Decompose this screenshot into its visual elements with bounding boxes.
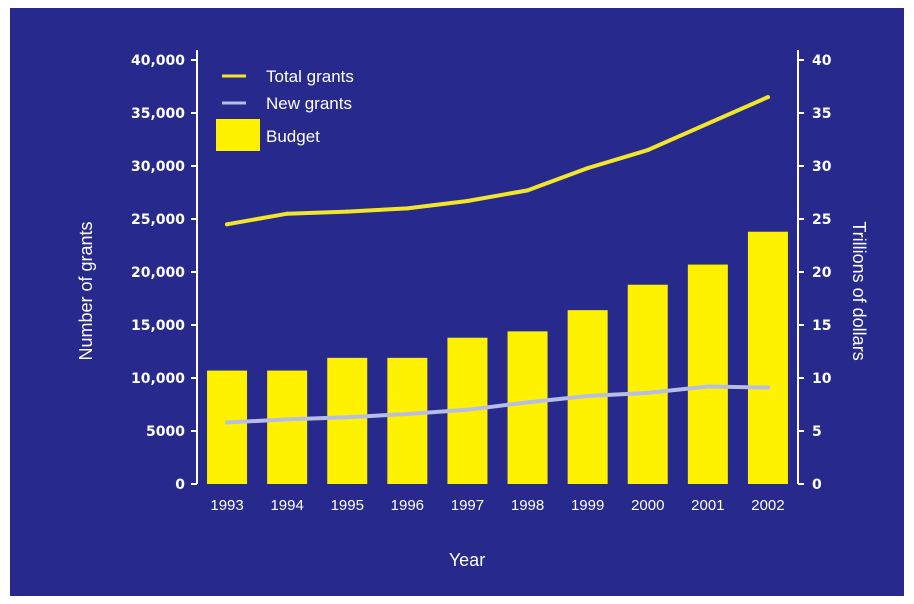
left-ticks: 0 5000 10,000 15,000 20,000 25,000 30,000 35,00… bbox=[131, 53, 197, 493]
series-line-total-grants bbox=[225, 95, 770, 227]
right-tick-label: 0 bbox=[812, 477, 822, 493]
point-new-grants-2000 bbox=[645, 390, 650, 395]
x-tick-label: 1998 bbox=[511, 497, 544, 514]
point-total-grants-1996 bbox=[405, 206, 410, 211]
left-tick-label: 15,000 bbox=[131, 318, 185, 334]
axes bbox=[196, 50, 799, 484]
left-axis-title: Number of grants bbox=[76, 221, 96, 360]
point-new-grants-1998 bbox=[525, 400, 530, 405]
series-line-new-grants bbox=[225, 384, 770, 425]
legend-swatch-budget bbox=[216, 119, 260, 151]
x-tick-label: 1996 bbox=[391, 497, 424, 514]
left-tick-label: 20,000 bbox=[131, 265, 185, 281]
x-tick-label: 2001 bbox=[691, 497, 724, 514]
legend: Total grants New grants Budget bbox=[216, 67, 354, 151]
grant-lines bbox=[225, 95, 770, 425]
budget-bars bbox=[207, 231, 788, 484]
left-tick-label: 0 bbox=[175, 477, 185, 493]
right-ticks: 0 5 10 15 20 25 30 35 40 bbox=[798, 53, 832, 493]
point-total-grants-2001 bbox=[705, 121, 710, 126]
left-tick-label: 25,000 bbox=[131, 212, 185, 228]
right-tick-label: 10 bbox=[812, 371, 832, 387]
legend-label-new-grants: New grants bbox=[266, 94, 352, 113]
x-tick-label: 1994 bbox=[270, 497, 303, 514]
point-total-grants-2000 bbox=[645, 148, 650, 153]
x-tick-label: 1999 bbox=[571, 497, 604, 514]
bar-budget-1995 bbox=[327, 357, 368, 484]
left-tick-label: 10,000 bbox=[131, 371, 185, 387]
chart-figure: 0 5000 10,000 15,000 20,000 25,000 30,000 35,00… bbox=[10, 8, 904, 596]
bar-budget-1994 bbox=[267, 370, 308, 484]
x-axis-title: Year bbox=[449, 550, 485, 570]
bar-budget-2000 bbox=[627, 284, 668, 484]
right-tick-label: 25 bbox=[812, 212, 831, 228]
point-total-grants-1995 bbox=[345, 209, 350, 214]
point-new-grants-1997 bbox=[465, 407, 470, 412]
right-tick-label: 15 bbox=[812, 318, 831, 334]
point-total-grants-1993 bbox=[225, 222, 230, 227]
point-new-grants-2001 bbox=[705, 384, 710, 389]
point-new-grants-1995 bbox=[345, 415, 350, 420]
left-tick-label: 40,000 bbox=[131, 53, 185, 69]
point-new-grants-2002 bbox=[765, 385, 770, 390]
point-total-grants-2002 bbox=[765, 95, 770, 100]
point-total-grants-1999 bbox=[585, 166, 590, 171]
left-tick-label: 35,000 bbox=[131, 106, 185, 122]
point-total-grants-1998 bbox=[525, 188, 530, 193]
right-tick-label: 30 bbox=[812, 159, 832, 175]
x-tick-label: 2002 bbox=[751, 497, 784, 514]
point-total-grants-1997 bbox=[465, 198, 470, 203]
point-new-grants-1994 bbox=[285, 417, 290, 422]
right-tick-label: 35 bbox=[812, 106, 831, 122]
point-new-grants-1993 bbox=[225, 420, 230, 425]
right-axis-title: Trillions of dollars bbox=[849, 221, 869, 360]
point-new-grants-1999 bbox=[585, 394, 590, 399]
left-tick-label: 5000 bbox=[146, 424, 185, 440]
bar-budget-1996 bbox=[387, 357, 428, 484]
legend-label-budget: Budget bbox=[266, 127, 320, 146]
bar-budget-1998 bbox=[507, 331, 548, 484]
right-tick-label: 40 bbox=[812, 53, 832, 69]
x-tick-label: 1997 bbox=[451, 497, 484, 514]
x-ticks: 1993 1994 1995 1996 1997 1998 1999 2000 2001 2002 bbox=[210, 497, 784, 514]
legend-label-total-grants: Total grants bbox=[266, 67, 354, 86]
right-tick-label: 20 bbox=[812, 265, 832, 281]
right-tick-label: 5 bbox=[812, 424, 822, 440]
x-tick-label: 1993 bbox=[210, 497, 243, 514]
bar-budget-1993 bbox=[207, 370, 248, 484]
bar-budget-2001 bbox=[687, 264, 728, 484]
left-tick-label: 30,000 bbox=[131, 159, 185, 175]
bar-budget-2002 bbox=[747, 231, 788, 484]
chart-svg: 0 5000 10,000 15,000 20,000 25,000 30,000 35,00… bbox=[76, 50, 869, 570]
point-new-grants-1996 bbox=[405, 412, 410, 417]
point-total-grants-1994 bbox=[285, 211, 290, 216]
x-tick-label: 2000 bbox=[631, 497, 664, 514]
x-tick-label: 1995 bbox=[331, 497, 364, 514]
